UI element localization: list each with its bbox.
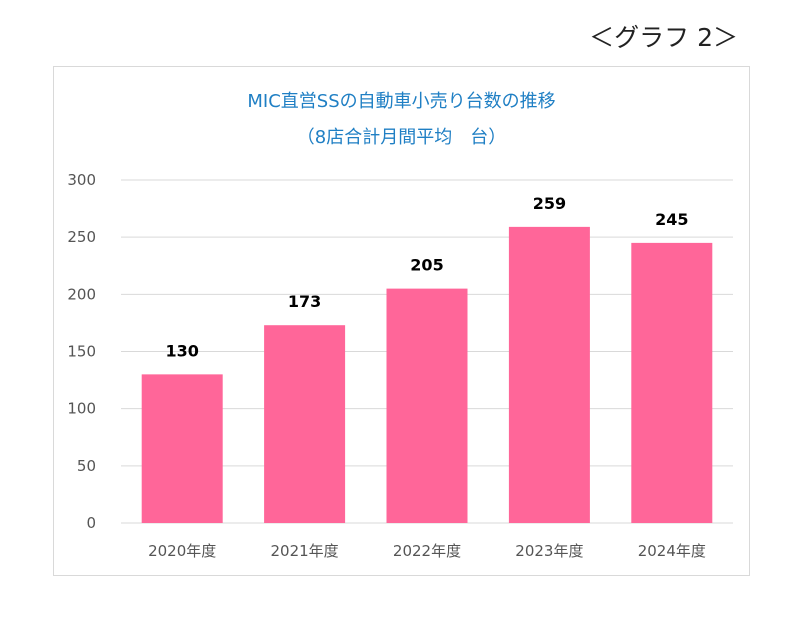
graph-number-label: ＜グラフ 2＞ — [589, 23, 738, 52]
y-tick-label: 250 — [67, 228, 96, 246]
y-tick-label: 200 — [67, 285, 96, 303]
y-tick-label: 0 — [86, 514, 96, 532]
y-tick-label: 150 — [67, 343, 96, 361]
bar-chart: 0 50 100 150 200 250 300 130 2020年度 173 2021年度 205 2… — [67, 171, 733, 560]
chart-subtitle: （8店合計月間平均 台） — [296, 127, 507, 148]
x-tick-label: 2021年度 — [271, 542, 339, 560]
data-label: 245 — [655, 210, 688, 229]
x-tick-label: 2022年度 — [393, 542, 461, 560]
data-label: 205 — [410, 256, 443, 275]
y-tick-label: 300 — [67, 171, 96, 189]
bar — [508, 226, 590, 524]
bar — [141, 374, 223, 523]
x-tick-label: 2024年度 — [638, 542, 706, 560]
bar — [264, 325, 346, 523]
chart-title: MIC直営SSの自動車小売り台数の推移 — [247, 91, 556, 112]
chart-frame: MIC直営SSの自動車小売り台数の推移 （8店合計月間平均 台） 0 50 100 1… — [53, 66, 750, 576]
bar — [631, 242, 713, 523]
bar — [386, 288, 468, 523]
y-tick-label: 50 — [77, 457, 96, 475]
x-tick-label: 2020年度 — [148, 542, 216, 560]
data-label: 259 — [533, 194, 566, 213]
data-label: 130 — [165, 341, 198, 360]
y-tick-label: 100 — [67, 400, 96, 418]
data-label: 173 — [288, 292, 321, 311]
x-tick-label: 2023年度 — [515, 542, 583, 560]
